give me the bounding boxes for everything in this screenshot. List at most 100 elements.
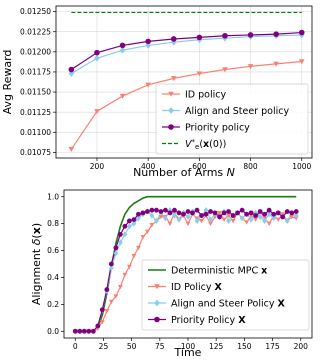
data-point-3 — [226, 209, 231, 214]
data-point-2 — [163, 215, 168, 222]
data-point-0 — [196, 71, 203, 77]
data-point-1 — [167, 221, 173, 227]
data-point-1 — [140, 235, 146, 240]
legend-label-part: X — [214, 282, 222, 293]
legend-marker — [168, 91, 174, 97]
data-point-1 — [253, 217, 259, 222]
data-point-3 — [172, 207, 177, 213]
legend-label: Align and Steer policy — [185, 106, 289, 117]
data-point-2 — [203, 207, 209, 214]
y-tick-label: 0.2 — [47, 300, 59, 309]
y-tick-label: 0.8 — [47, 219, 59, 228]
legend-label: V*e(x(0)) — [185, 138, 226, 151]
data-point-3 — [117, 232, 123, 237]
series-line-2 — [71, 31, 302, 71]
data-point-2 — [226, 217, 231, 224]
data-point-2 — [145, 38, 151, 45]
data-point-3 — [185, 209, 191, 214]
data-point-3 — [131, 217, 137, 223]
data-point-3 — [239, 207, 245, 213]
data-point-3 — [140, 210, 146, 216]
data-point-2 — [136, 215, 141, 222]
data-point-3 — [122, 223, 128, 229]
data-point-1 — [221, 217, 227, 222]
legend-marker — [154, 316, 160, 323]
y-tick-label: 0.6 — [47, 246, 59, 255]
data-point-3 — [221, 210, 227, 216]
x-axis-label: Time — [174, 346, 202, 359]
data-point-0 — [170, 76, 177, 82]
x-tick-label: 400 — [141, 162, 156, 171]
avg-reward-chart: 200 400 600 800 1000 0.01075 0.01100 0.01125 0.… — [1, 5, 313, 179]
data-point-2 — [68, 66, 75, 73]
x-tick-label: 50 — [127, 342, 137, 351]
legend-label-part: ( — [199, 139, 203, 150]
data-point-2 — [208, 216, 213, 223]
data-point-3 — [208, 209, 213, 214]
legend-marker — [168, 107, 174, 114]
legend-label-part: ID Policy — [171, 282, 214, 293]
data-point-2 — [126, 223, 132, 230]
data-point-0 — [222, 67, 228, 73]
data-point-1 — [217, 210, 222, 216]
data-point-3 — [280, 214, 286, 220]
legend-label: ID policy — [185, 89, 226, 100]
data-point-3 — [190, 210, 195, 216]
x-tick-label: 200 — [294, 342, 309, 351]
data-point-3 — [99, 307, 105, 313]
data-point-3 — [181, 211, 186, 217]
data-point-1 — [289, 214, 295, 220]
data-point-2 — [194, 217, 200, 224]
data-point-1 — [199, 219, 204, 224]
data-point-1 — [226, 213, 231, 218]
data-point-3 — [289, 210, 295, 216]
data-point-3 — [81, 328, 87, 334]
data-point-1 — [244, 220, 250, 225]
x-tick-label: 25 — [99, 342, 109, 351]
data-point-3 — [126, 218, 132, 224]
legend: ID policy Align and Steer policy Priority … — [155, 83, 309, 155]
legend-label-part: e — [195, 143, 199, 151]
data-point-2 — [196, 34, 203, 41]
legend-label-part: x — [261, 265, 267, 276]
data-point-3 — [158, 209, 164, 214]
y-tick-label: 1.0 — [47, 192, 59, 201]
legend-frame — [141, 259, 310, 331]
data-point-2 — [170, 36, 177, 42]
data-point-3 — [262, 211, 268, 217]
data-point-3 — [149, 207, 155, 213]
legend-label-part: (0)) — [209, 139, 226, 150]
data-point-2 — [284, 217, 290, 224]
data-point-3 — [203, 211, 209, 217]
legend-label: Priority Policy X — [171, 315, 246, 326]
data-point-3 — [266, 207, 272, 213]
x-tick-label: 100 — [181, 342, 196, 351]
data-point-3 — [154, 207, 159, 213]
data-point-1 — [108, 299, 114, 305]
data-point-2 — [222, 32, 228, 39]
data-point-2 — [131, 220, 137, 227]
x-axis-label-var: N — [227, 166, 235, 179]
data-point-3 — [86, 328, 92, 334]
data-point-2 — [271, 215, 277, 222]
x-tick-label: 75 — [155, 342, 165, 351]
data-point-2 — [185, 213, 191, 220]
data-point-3 — [212, 210, 218, 216]
data-point-1 — [113, 294, 119, 299]
x-axis-label: Number of Arms N — [133, 166, 235, 179]
y-tick-label: 0.01150 — [20, 88, 51, 97]
data-point-2 — [248, 216, 254, 223]
y-axis-label-paren: ( — [30, 234, 43, 238]
data-point-3 — [217, 214, 222, 220]
legend-label-part: Deterministic MPC — [171, 265, 261, 276]
data-point-3 — [271, 211, 277, 217]
legend-label: Deterministic MPC x — [171, 265, 267, 276]
legend-label: Align and Steer Policy X — [171, 298, 285, 309]
data-point-0 — [94, 109, 100, 115]
data-point-0 — [247, 64, 254, 70]
data-point-1 — [185, 221, 191, 227]
data-point-1 — [117, 284, 123, 290]
legend-label-part: Priority policy — [185, 122, 250, 133]
data-point-3 — [104, 287, 110, 292]
data-point-2 — [154, 217, 159, 224]
